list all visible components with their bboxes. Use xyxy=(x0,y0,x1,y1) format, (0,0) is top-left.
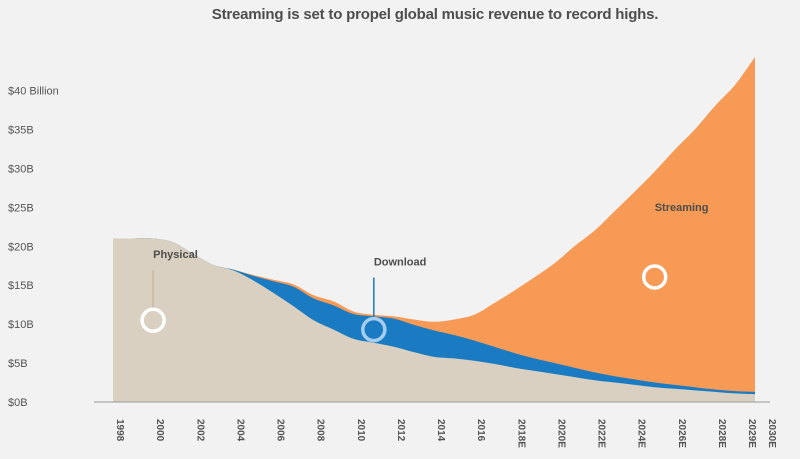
x-tick-label: 2016 xyxy=(475,419,486,442)
annotations: Physical Download Streaming xyxy=(140,202,709,343)
x-tick-label: 2028E xyxy=(716,419,727,448)
x-axis: 1998 2000 2002 2004 2006 2008 2010 2012 2014 2016… xyxy=(114,419,777,448)
y-tick-label: $20B xyxy=(8,241,34,253)
chart-title: Streaming is set to propel global music … xyxy=(211,6,659,23)
x-tick-label: 2000 xyxy=(154,419,165,442)
x-tick-label: 2020E xyxy=(555,419,566,448)
annotation-label: Streaming xyxy=(655,202,709,214)
x-tick-label: 2008 xyxy=(315,419,326,442)
annotation-streaming: Streaming xyxy=(641,202,709,290)
y-tick-label: $0B xyxy=(8,397,28,409)
annotation-label: Physical xyxy=(153,249,198,261)
x-tick-label: 2012 xyxy=(395,419,406,442)
series-layer xyxy=(113,57,755,402)
annotation-download: Download xyxy=(361,257,427,343)
x-tick-label: 2010 xyxy=(355,419,366,442)
annotation-marker xyxy=(361,316,387,343)
annotation-marker xyxy=(641,264,668,290)
annotation-marker xyxy=(140,307,166,333)
y-tick-label: $10B xyxy=(8,319,34,331)
y-tick-label: $30B xyxy=(8,163,34,175)
x-tick-label: 2004 xyxy=(234,419,245,442)
y-tick-label: $35B xyxy=(8,124,34,136)
x-tick-label: 2014 xyxy=(435,419,446,442)
x-tick-label: 2026E xyxy=(676,419,687,448)
x-tick-label: 2024E xyxy=(636,419,647,448)
series-area-physical xyxy=(113,238,755,402)
annotation-physical: Physical xyxy=(140,249,198,333)
y-tick-label: $25B xyxy=(8,202,34,214)
x-tick-label: 2006 xyxy=(275,419,286,442)
x-tick-label: 2030E xyxy=(766,419,777,448)
y-tick-label: $15B xyxy=(8,280,34,292)
x-tick-label: 2029E xyxy=(746,419,757,448)
x-tick-label: 2018E xyxy=(515,419,526,448)
x-tick-label: 1998 xyxy=(114,419,125,442)
y-tick-label: $40 Billion xyxy=(8,86,59,98)
x-tick-label: 2002 xyxy=(194,419,205,442)
x-tick-label: 2022E xyxy=(596,419,607,448)
y-axis: $0B $5B $10B $15B $20B $25B $30B $35B $40 Billio… xyxy=(8,86,59,410)
y-tick-label: $5B xyxy=(8,358,28,370)
annotation-label: Download xyxy=(374,257,427,269)
